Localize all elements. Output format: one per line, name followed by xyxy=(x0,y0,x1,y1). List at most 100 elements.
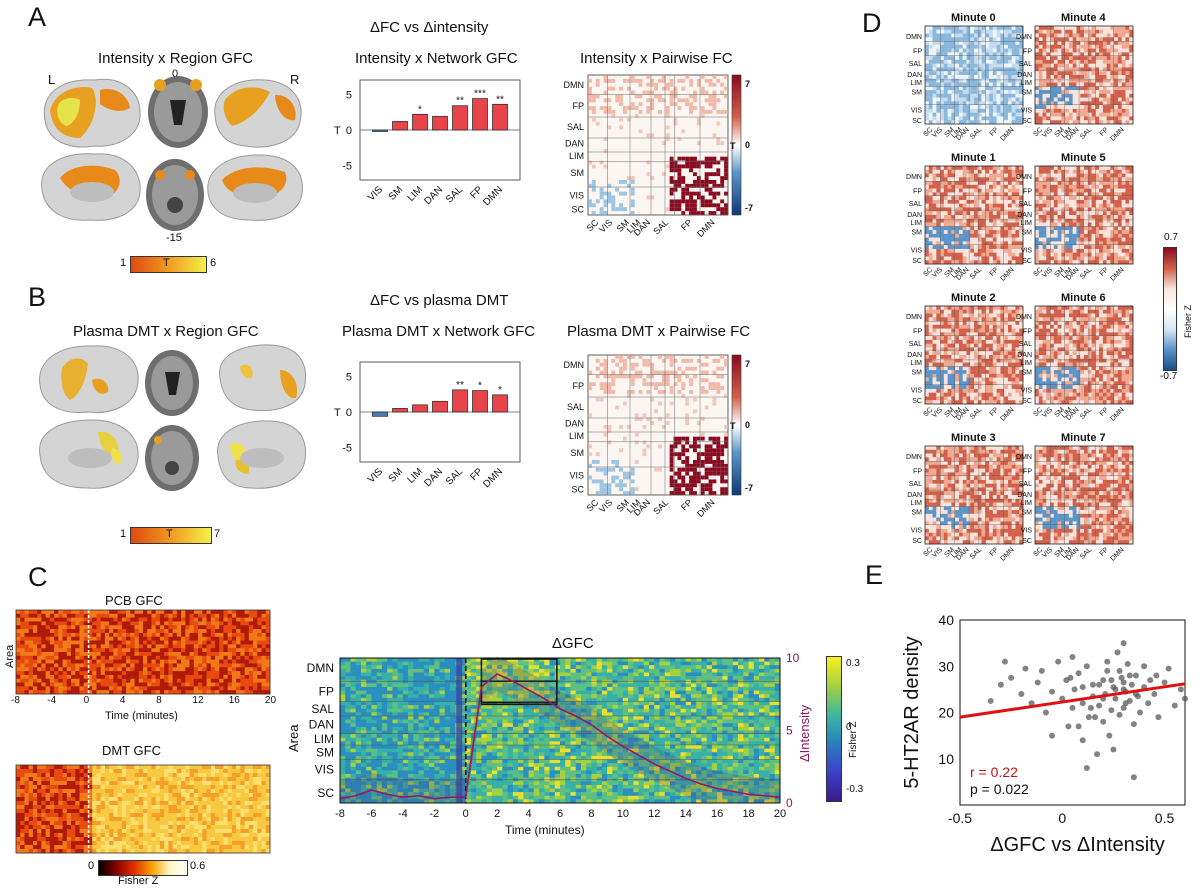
heatmap-cell xyxy=(62,829,68,834)
heatmap-cell xyxy=(54,648,59,653)
delta-cell xyxy=(470,683,477,688)
heatmap-cell xyxy=(248,837,254,842)
heatmap-cell xyxy=(87,655,93,660)
heatmap-cell xyxy=(134,682,140,687)
heatmap-cell xyxy=(96,789,101,794)
heatmap-cell xyxy=(210,805,216,810)
delta-cell xyxy=(554,716,561,720)
bar-dmn xyxy=(492,103,508,131)
delta-cell xyxy=(769,658,776,662)
heatmap-cell xyxy=(49,777,55,782)
matrix-cell xyxy=(626,78,631,83)
delta-cell xyxy=(649,679,655,684)
heatmap-cell xyxy=(75,793,80,798)
delta-cell xyxy=(387,668,393,673)
delta-cell xyxy=(711,694,718,699)
heatmap-cell xyxy=(24,833,29,838)
heatmap-cell xyxy=(253,621,258,626)
pairwise-colorbar-min: -7 xyxy=(745,483,753,493)
matrix-cell xyxy=(700,211,705,215)
heatmap-cell xyxy=(223,773,228,778)
delta-cell xyxy=(654,661,660,666)
delta-cell xyxy=(633,672,639,677)
heatmap-cell xyxy=(151,655,156,660)
heatmap-cell xyxy=(121,769,127,774)
delta-cell xyxy=(570,705,577,710)
matrix-cell xyxy=(607,183,612,188)
heatmap-cell xyxy=(143,655,148,660)
heatmap-cell xyxy=(138,632,144,638)
heatmap-cell xyxy=(138,678,144,683)
heatmap-cell xyxy=(104,682,110,687)
delta-cell xyxy=(759,694,765,699)
heatmap-cell xyxy=(147,781,152,786)
heatmap-cell xyxy=(227,663,233,668)
heatmap-cell xyxy=(223,801,228,806)
delta-cell xyxy=(360,665,367,670)
heatmap-cell xyxy=(253,825,258,830)
heatmap-cell xyxy=(79,655,85,660)
delta-cell xyxy=(418,679,425,684)
delta-cell xyxy=(560,716,566,720)
heatmap-cell xyxy=(231,805,237,810)
heatmap-cell xyxy=(83,765,89,770)
heatmap-cell xyxy=(66,632,72,638)
matrix-cell xyxy=(626,491,631,495)
delta-cell xyxy=(512,708,519,713)
heatmap-cell xyxy=(202,621,207,626)
heatmap-cell xyxy=(66,777,72,782)
heatmap-cell xyxy=(96,813,101,818)
heatmap-cell xyxy=(49,773,55,778)
heatmap-cell xyxy=(176,625,182,630)
delta-cell xyxy=(544,661,550,666)
heatmap-cell xyxy=(244,845,250,850)
delta-cell xyxy=(497,705,503,710)
heatmap-cell xyxy=(219,781,224,786)
heatmap-cell xyxy=(147,845,152,850)
heatmap-cell xyxy=(37,629,42,634)
heatmap-cell xyxy=(71,777,76,782)
heatmap-cell xyxy=(261,686,267,691)
heatmap-cell xyxy=(16,845,21,850)
heatmap-cell xyxy=(71,686,76,691)
delta-cell xyxy=(570,668,577,673)
matrix-cell xyxy=(669,463,674,468)
heatmap-cell xyxy=(164,781,169,786)
delta-cell xyxy=(366,690,372,695)
heatmap-cell xyxy=(185,617,190,622)
delta-cell xyxy=(575,701,582,706)
brain-axial-slice-top xyxy=(148,76,208,148)
heatmap-cell xyxy=(71,671,76,676)
heatmap-cell xyxy=(41,640,46,645)
delta-cell xyxy=(649,658,655,662)
delta-cell xyxy=(575,697,582,702)
heatmap-cell xyxy=(181,655,186,660)
delta-cell xyxy=(450,683,456,688)
heatmap-cell xyxy=(248,617,254,622)
delta-cell xyxy=(392,701,398,706)
delta-cell xyxy=(586,676,592,681)
heatmap-cell xyxy=(126,613,131,618)
delta-cell xyxy=(397,712,404,717)
delta-cell xyxy=(612,701,618,706)
delta-cell xyxy=(360,687,367,691)
heatmap-cell xyxy=(210,640,216,645)
slice-label-bottom: -15 xyxy=(166,232,182,244)
heatmap-cell xyxy=(265,655,271,660)
heatmap-cell xyxy=(248,821,254,826)
heatmap-cell xyxy=(134,636,140,641)
heatmap-cell xyxy=(240,841,245,846)
heatmap-cell xyxy=(41,636,46,641)
delta-cell xyxy=(774,708,780,713)
delta-cell xyxy=(670,708,676,713)
matrix-cell xyxy=(626,393,631,398)
heatmap-cell xyxy=(24,617,29,622)
heatmap-cell xyxy=(181,652,186,657)
matrix-cell xyxy=(716,463,721,468)
delta-cell xyxy=(617,705,624,710)
matrix-cell xyxy=(693,397,697,402)
delta-cell xyxy=(738,683,744,688)
heatmap-cell xyxy=(49,663,55,668)
matrix-cell xyxy=(626,183,631,188)
heatmap-cell xyxy=(151,777,156,782)
